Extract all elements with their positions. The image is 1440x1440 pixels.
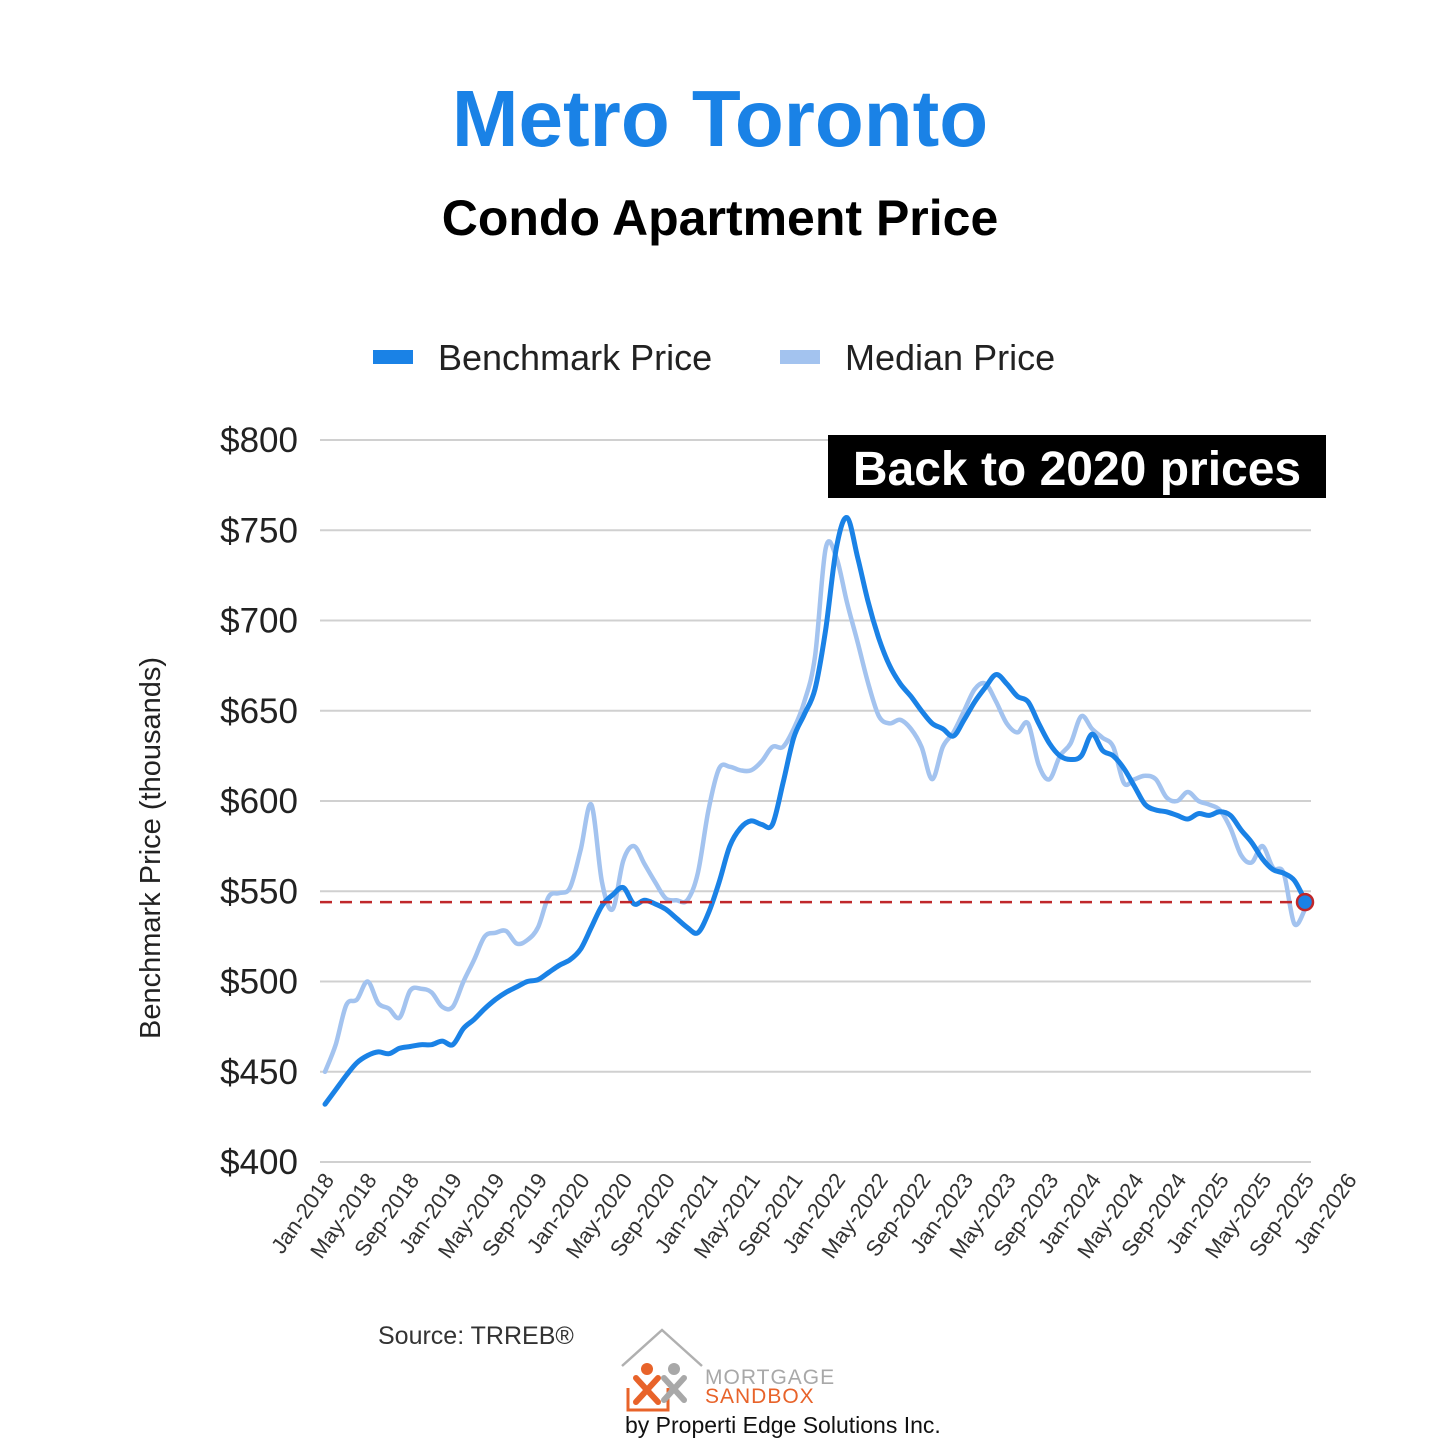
y-axis-ticks: $400 $450 $500 $550 $600 $650 $700 $750 $800 (220, 421, 298, 1182)
y-tick-label: $650 (220, 692, 298, 731)
logo-person-orange-head (641, 1363, 653, 1375)
legend-label-benchmark: Benchmark Price (438, 337, 712, 378)
y-tick-label: $450 (220, 1053, 298, 1092)
series-line-median (322, 539, 1308, 1075)
logo-person-grey-icon (661, 1375, 687, 1403)
gridlines (320, 439, 1311, 1163)
legend-swatch-benchmark (373, 350, 413, 364)
y-tick-label: $750 (220, 511, 298, 550)
y-tick-label: $500 (220, 963, 298, 1002)
plot-series (322, 515, 1308, 1107)
company-logo: MORTGAGE SANDBOX (621, 1328, 835, 1412)
legend: Benchmark Price Median Price (373, 337, 1055, 378)
logo-roof-icon (621, 1328, 703, 1367)
logo-person-orange-icon (633, 1375, 661, 1405)
legend-swatch-median (780, 350, 820, 364)
annotation-text: Back to 2020 prices (853, 443, 1301, 496)
y-tick-label: $400 (220, 1143, 298, 1182)
logo-text-mortgage: MORTGAGE (705, 1366, 835, 1389)
y-tick-label: $600 (220, 782, 298, 821)
chart-subtitle: Condo Apartment Price (442, 190, 999, 246)
y-tick-label: $550 (220, 872, 298, 911)
y-tick-label: $700 (220, 602, 298, 641)
annotation-background (828, 435, 1326, 498)
highlight-point (1295, 892, 1315, 912)
annotation-box: Back to 2020 prices (828, 435, 1326, 498)
chart-title: Metro Toronto (452, 74, 988, 163)
series-line-benchmark (322, 515, 1308, 1107)
x-axis-ticks: Jan-2018May-2018Sep-2018Jan-2019May-2019… (266, 1169, 1362, 1263)
y-tick-label: $800 (220, 421, 298, 460)
byline: by Properti Edge Solutions Inc. (625, 1412, 941, 1438)
y-axis-title: Benchmark Price (thousands) (135, 657, 167, 1039)
legend-label-median: Median Price (845, 337, 1055, 378)
source-note: Source: TRREB® (378, 1322, 574, 1350)
reference-line-group (320, 892, 1315, 912)
logo-person-grey-head (668, 1363, 680, 1375)
logo-text-sandbox: SANDBOX (705, 1385, 815, 1408)
